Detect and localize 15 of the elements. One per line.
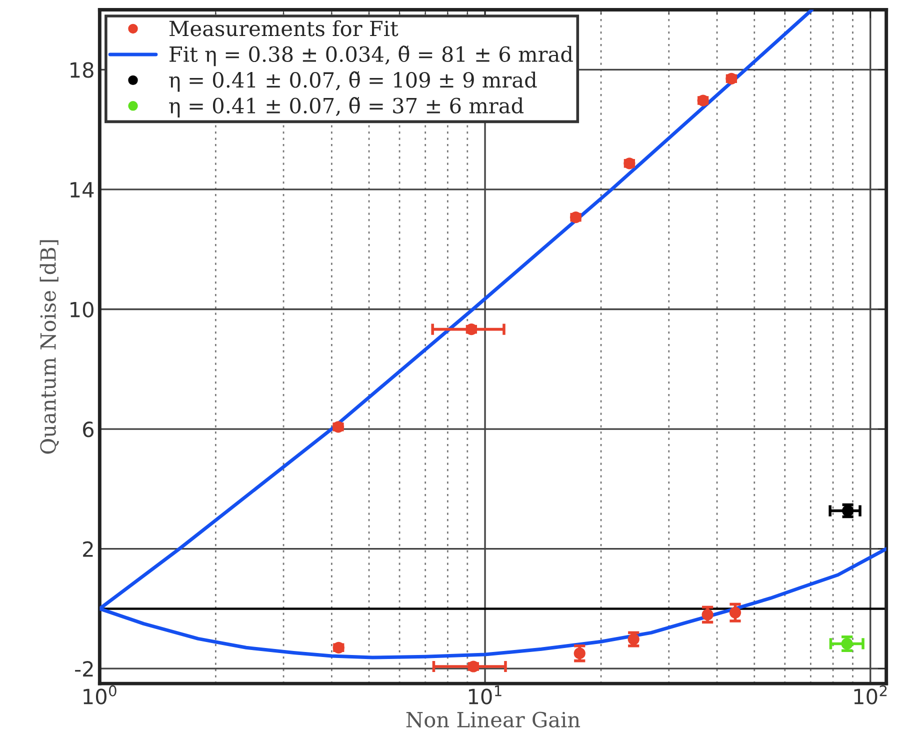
y-axis-title: Quantum Noise [dB]	[40, 240, 59, 454]
legend-label: Measurements for Fit	[169, 20, 398, 36]
legend-label: η = 0.41 ± 0.07, θ̃ = 109 ± 9 mrad	[169, 71, 537, 92]
y-tick-label: 14	[70, 182, 94, 198]
legend-label: η = 0.41 ± 0.07, θ̃ = 37 ± 6 mrad	[169, 97, 524, 118]
legend-label: Fit η = 0.38 ± 0.034, θ̃ = 81 ± 6 mrad	[170, 46, 573, 66]
y-tick-label: 6	[83, 421, 94, 438]
x-tick-label: 10$^{0}$	[84, 685, 116, 704]
y-tick-label: 2	[83, 541, 93, 557]
y-tick-label: 18	[70, 62, 94, 78]
y-tick-label: 10	[70, 302, 94, 318]
x-tick-label: 10$^{2}$	[854, 685, 887, 704]
x-axis-title: Non Linear Gain	[406, 712, 580, 728]
x-tick-label: 10$^{1}$	[468, 686, 502, 704]
y-tick-label: -2	[75, 661, 93, 677]
